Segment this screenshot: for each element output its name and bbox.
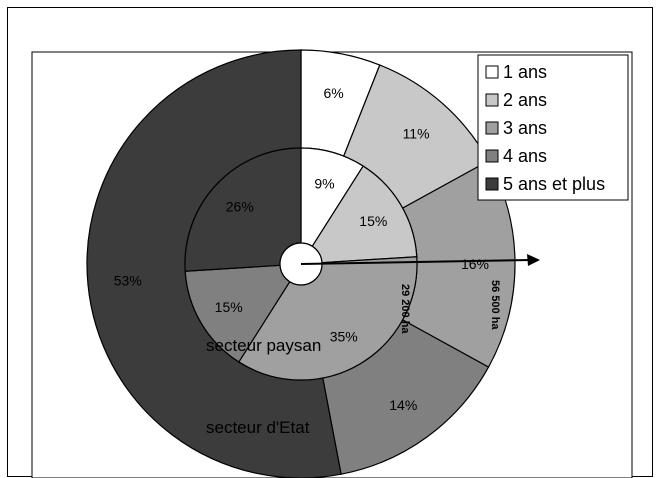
legend-entry-1: 1 ans <box>503 62 547 82</box>
outer-slice-label-3: 16% <box>461 256 489 272</box>
legend-entry-5: 5 ans et plus <box>503 174 605 194</box>
legend-entry-2: 2 ans <box>503 90 547 110</box>
legend-swatch-3 <box>485 121 499 135</box>
inner-slice-label-4: 15% <box>215 299 243 315</box>
outer-ring-name: secteur d'Etat <box>206 418 310 437</box>
outer-ring-area-label: 56 500 ha <box>489 280 501 330</box>
inner-slice-label-2: 15% <box>359 213 387 229</box>
legend-entry-3: 3 ans <box>503 118 547 138</box>
legend-swatch-1 <box>485 65 499 79</box>
legend-box <box>477 54 629 201</box>
inner-slice-label-5: 26% <box>226 198 254 214</box>
legend-swatch-4 <box>485 149 499 163</box>
outer-slice-label-5: 53% <box>114 272 142 288</box>
outer-slice-label-4: 14% <box>389 397 417 413</box>
legend-swatch-5 <box>485 177 499 191</box>
inner-slice-label-3: 35% <box>330 328 358 344</box>
inner-slice-label-1: 9% <box>314 175 334 191</box>
outer-slice-label-2: 11% <box>403 125 430 141</box>
legend-swatch-2 <box>485 93 499 107</box>
inner-ring-area-label: 29 200 ha <box>399 284 411 334</box>
radius-arrow <box>300 254 540 266</box>
inner-ring-name: secteur paysan <box>206 336 321 355</box>
legend-entry-4: 4 ans <box>503 146 547 166</box>
chart-frame: 6% 11% 16% 14% 53% 9% 15% 35% 15% 26% 29 200 ha … <box>7 7 653 478</box>
nested-donut-chart: 6%11%16%14%53% 9%15%35%15%26% 29 200 ha … <box>31 49 633 478</box>
outer-slice-label-1: 6% <box>323 85 343 101</box>
legend: 1 ans 2 ans 3 ans 4 ans 5 ans et plus <box>477 54 629 201</box>
